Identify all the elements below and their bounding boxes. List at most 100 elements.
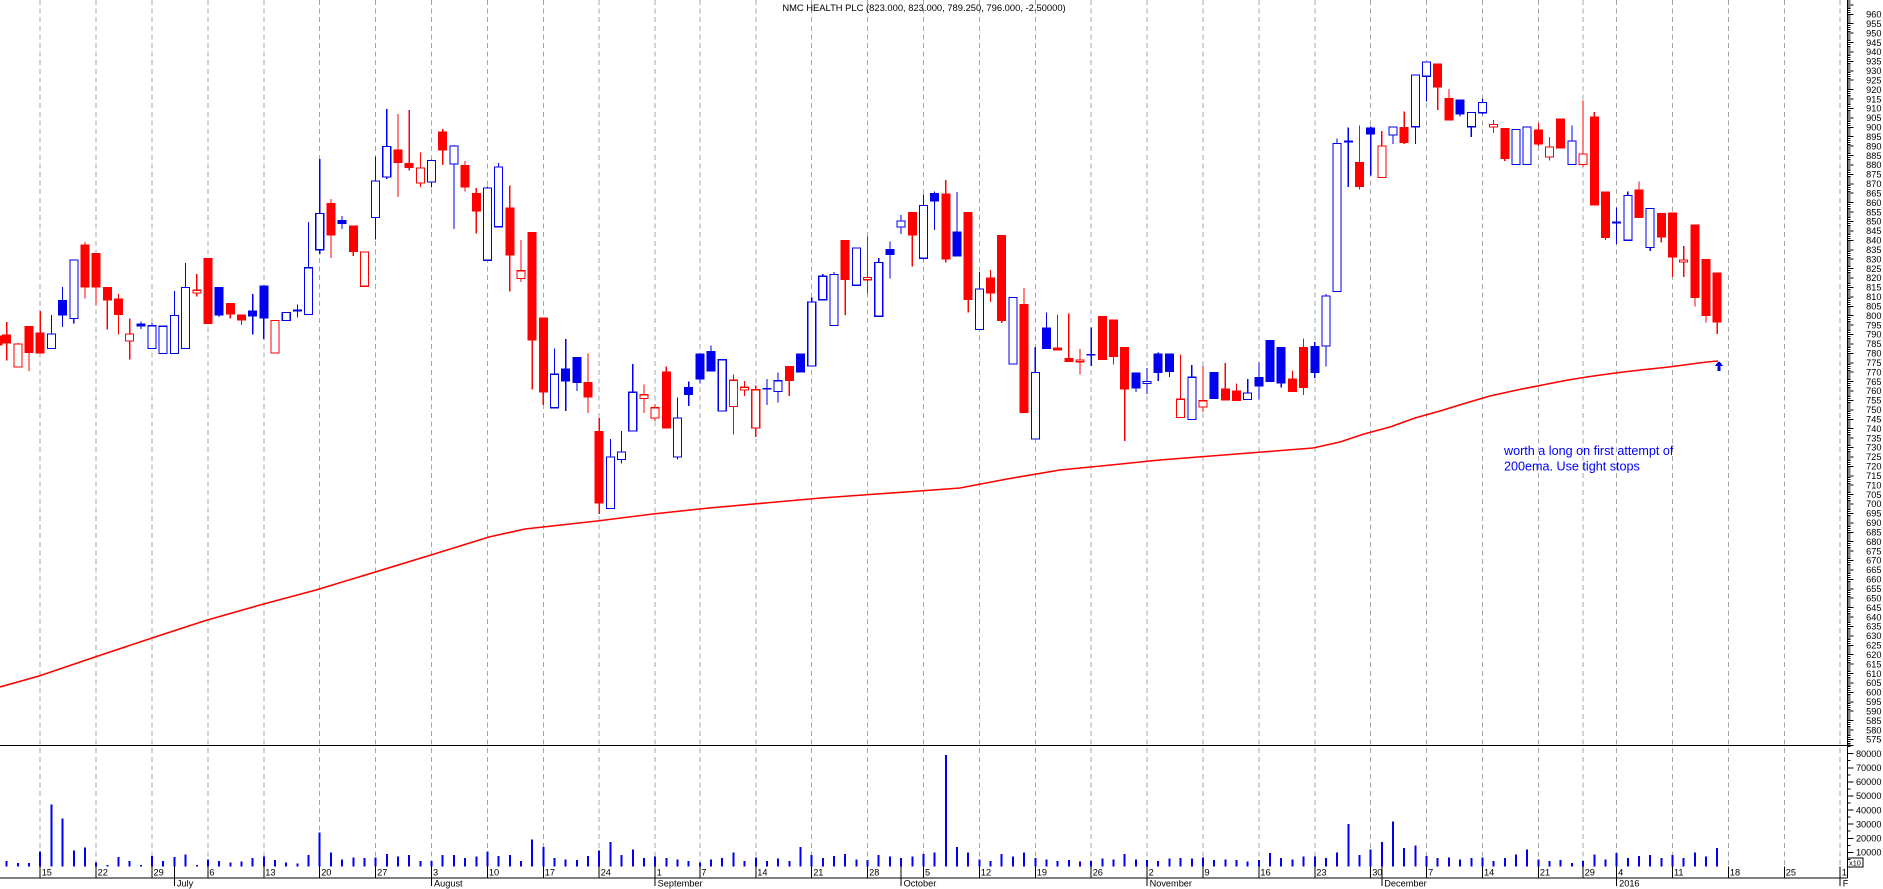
svg-text:715: 715: [1866, 471, 1881, 481]
svg-text:605: 605: [1866, 678, 1881, 688]
svg-text:29: 29: [154, 868, 164, 878]
svg-text:945: 945: [1866, 38, 1881, 48]
svg-text:785: 785: [1866, 339, 1881, 349]
svg-text:10: 10: [489, 868, 499, 878]
svg-text:585: 585: [1866, 716, 1881, 726]
svg-text:780: 780: [1866, 349, 1881, 359]
svg-text:August: August: [434, 879, 463, 889]
svg-text:23: 23: [1316, 868, 1326, 878]
svg-text:635: 635: [1866, 622, 1881, 632]
svg-text:17: 17: [545, 868, 555, 878]
svg-text:675: 675: [1866, 546, 1881, 556]
svg-text:610: 610: [1866, 669, 1881, 679]
svg-text:830: 830: [1866, 254, 1881, 264]
svg-text:620: 620: [1866, 650, 1881, 660]
svg-text:960: 960: [1866, 10, 1881, 20]
svg-text:40000: 40000: [1856, 805, 1882, 815]
svg-text:895: 895: [1866, 132, 1881, 142]
svg-text:625: 625: [1866, 641, 1881, 651]
svg-text:30: 30: [1372, 868, 1382, 878]
svg-text:840: 840: [1866, 236, 1881, 246]
svg-text:615: 615: [1866, 659, 1881, 669]
svg-text:690: 690: [1866, 518, 1881, 528]
svg-text:12: 12: [981, 868, 991, 878]
svg-text:7: 7: [1428, 868, 1433, 878]
svg-text:925: 925: [1866, 75, 1881, 85]
svg-text:580: 580: [1866, 725, 1881, 735]
svg-text:15: 15: [42, 868, 52, 878]
svg-text:25: 25: [1786, 868, 1796, 878]
svg-text:September: September: [658, 879, 703, 889]
svg-text:850: 850: [1866, 217, 1881, 227]
svg-text:11: 11: [1674, 868, 1684, 878]
svg-text:755: 755: [1866, 396, 1881, 406]
svg-text:6: 6: [209, 868, 214, 878]
svg-text:3: 3: [433, 868, 438, 878]
svg-text:870: 870: [1866, 179, 1881, 189]
svg-text:18: 18: [1730, 868, 1740, 878]
svg-text:845: 845: [1866, 226, 1881, 236]
svg-text:875: 875: [1866, 170, 1881, 180]
svg-text:F: F: [1843, 879, 1849, 889]
svg-text:19: 19: [1037, 868, 1047, 878]
svg-text:920: 920: [1866, 85, 1881, 95]
svg-text:200ema. Use tight stops: 200ema. Use tight stops: [1504, 460, 1640, 474]
svg-text:670: 670: [1866, 556, 1881, 566]
svg-text:7: 7: [701, 868, 706, 878]
svg-text:x10: x10: [1849, 859, 1861, 868]
svg-text:915: 915: [1866, 94, 1881, 104]
svg-text:70000: 70000: [1856, 763, 1882, 773]
svg-text:740: 740: [1866, 424, 1881, 434]
svg-text:595: 595: [1866, 697, 1881, 707]
svg-text:21: 21: [813, 868, 823, 878]
svg-text:2016: 2016: [1619, 879, 1639, 889]
svg-text:735: 735: [1866, 433, 1881, 443]
svg-text:695: 695: [1866, 509, 1881, 519]
svg-text:810: 810: [1866, 292, 1881, 302]
svg-text:30000: 30000: [1856, 819, 1882, 829]
svg-text:835: 835: [1866, 245, 1881, 255]
svg-text:14: 14: [757, 868, 767, 878]
svg-text:860: 860: [1866, 198, 1881, 208]
svg-text:820: 820: [1866, 273, 1881, 283]
svg-text:680: 680: [1866, 537, 1881, 547]
svg-text:640: 640: [1866, 612, 1881, 622]
svg-text:22: 22: [98, 868, 108, 878]
svg-text:26: 26: [1093, 868, 1103, 878]
svg-text:20: 20: [321, 868, 331, 878]
svg-text:1: 1: [657, 868, 662, 878]
svg-text:710: 710: [1866, 480, 1881, 490]
svg-text:880: 880: [1866, 160, 1881, 170]
svg-text:27: 27: [377, 868, 387, 878]
svg-text:815: 815: [1866, 283, 1881, 293]
svg-text:575: 575: [1866, 735, 1881, 745]
svg-text:775: 775: [1866, 358, 1881, 368]
svg-text:655: 655: [1866, 584, 1881, 594]
svg-text:600: 600: [1866, 688, 1881, 698]
svg-text:630: 630: [1866, 631, 1881, 641]
svg-text:805: 805: [1866, 302, 1881, 312]
svg-text:660: 660: [1866, 575, 1881, 585]
svg-text:28: 28: [869, 868, 879, 878]
svg-text:29: 29: [1585, 868, 1595, 878]
svg-text:665: 665: [1866, 565, 1881, 575]
svg-text:765: 765: [1866, 377, 1881, 387]
svg-text:795: 795: [1866, 320, 1881, 330]
svg-text:950: 950: [1866, 28, 1881, 38]
svg-text:705: 705: [1866, 490, 1881, 500]
svg-text:955: 955: [1866, 19, 1881, 29]
svg-text:worth a long on first attempt: worth a long on first attempt of: [1503, 444, 1674, 458]
svg-text:20000: 20000: [1856, 834, 1882, 844]
svg-text:16: 16: [1260, 868, 1270, 878]
svg-text:10000: 10000: [1856, 848, 1882, 858]
svg-text:720: 720: [1866, 462, 1881, 472]
svg-text:590: 590: [1866, 706, 1881, 716]
svg-text:730: 730: [1866, 443, 1881, 453]
svg-text:60000: 60000: [1856, 777, 1882, 787]
svg-text:October: October: [904, 879, 937, 889]
svg-text:9: 9: [1205, 868, 1210, 878]
svg-text:865: 865: [1866, 188, 1881, 198]
svg-text:650: 650: [1866, 593, 1881, 603]
svg-text:935: 935: [1866, 57, 1881, 67]
svg-text:890: 890: [1866, 141, 1881, 151]
